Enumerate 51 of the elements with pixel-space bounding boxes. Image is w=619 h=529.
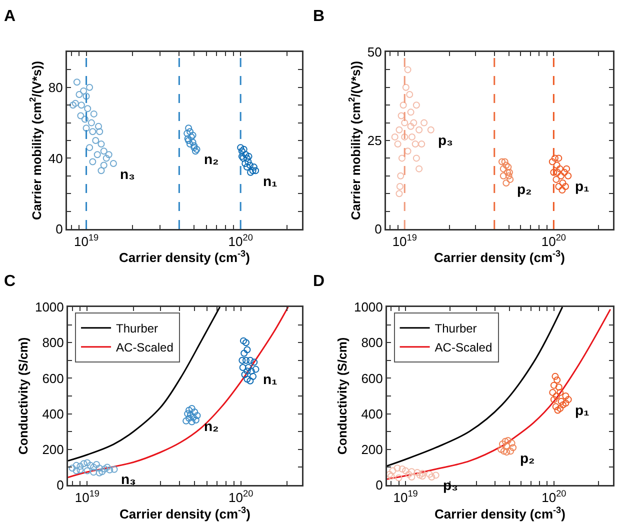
- y-tick-label: 0: [374, 222, 382, 237]
- legend-label: AC-Scaled: [434, 340, 492, 355]
- y-tick-label: 200: [42, 442, 64, 457]
- x-tick-label: 10$^{20}$: [228, 488, 254, 506]
- x-tick-label: 10$^{20}$: [541, 232, 566, 250]
- y-axis-title: Conductivity (S/cm): [335, 337, 350, 455]
- x-tick-label: 10$^{19}$: [392, 232, 417, 250]
- legend-label: Thurber: [116, 322, 158, 336]
- x-tick-label: 10$^{19}$: [74, 232, 99, 250]
- y-tick-label: 50: [367, 44, 382, 60]
- x-axis-title: Carrier density (cm$^{-3}$): [434, 248, 565, 265]
- x-axis-title: Carrier density (cm$^{-3}$): [119, 248, 250, 265]
- chart-title: D: [313, 273, 325, 290]
- x-tick-label: 10$^{20}$: [542, 488, 566, 506]
- series-label: p₂: [517, 181, 532, 197]
- y-tick-label: 600: [361, 370, 383, 386]
- y-tick-label: 400: [42, 406, 64, 422]
- x-tick-label: 10$^{20}$: [228, 232, 253, 250]
- legend-label: Thurber: [434, 322, 477, 336]
- y-tick-label: 800: [42, 335, 64, 350]
- y-tick-label: 200: [361, 442, 383, 457]
- y-tick-label: 80: [48, 80, 63, 95]
- x-tick-label: 10$^{19}$: [74, 488, 100, 506]
- series-label: n₃: [120, 166, 136, 182]
- series-label: n₁: [263, 371, 278, 387]
- x-axis-title: Carrier density (cm$^{-3}$): [120, 505, 250, 522]
- chart-title: C: [4, 273, 16, 290]
- y-tick-label: 25: [367, 133, 382, 148]
- y-tick-label: 600: [42, 370, 64, 386]
- series-label: p₂: [520, 450, 535, 466]
- y-tick-label: 0: [56, 222, 63, 237]
- y-tick-label: 800: [361, 335, 383, 350]
- series-label: n₃: [121, 471, 136, 487]
- series-label: n₂: [204, 418, 219, 434]
- series-label: n₁: [263, 173, 278, 189]
- x-tick-label: 10$^{19}$: [393, 488, 418, 506]
- y-tick-label: 0: [56, 478, 64, 493]
- x-axis-title: Carrier density (cm$^{-3}$): [434, 505, 566, 522]
- y-tick-label: 400: [361, 406, 383, 422]
- chart-title: A: [4, 8, 16, 25]
- chart-title: B: [313, 8, 325, 25]
- y-tick-label: 0: [376, 478, 383, 493]
- series-label: n₂: [204, 151, 219, 167]
- series-label: p₁: [575, 402, 590, 418]
- legend-label: AC-Scaled: [116, 340, 174, 355]
- series-label: p₃: [438, 132, 454, 148]
- y-tick-label: 1000: [34, 300, 64, 315]
- series-label: p₁: [575, 178, 590, 194]
- y-tick-label: 40: [48, 150, 63, 166]
- y-axis-title: Conductivity (S/cm): [16, 337, 30, 455]
- y-tick-label: 1000: [354, 300, 383, 315]
